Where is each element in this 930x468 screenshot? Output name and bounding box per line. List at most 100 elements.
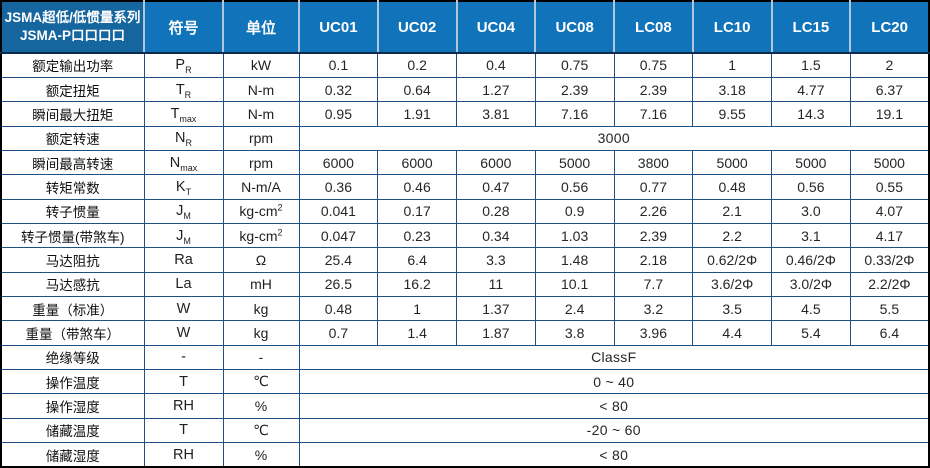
model-column-header-lc15: LC15 [770, 1, 851, 54]
symbol-base: - [181, 349, 186, 366]
spec-value: 25.4 [298, 247, 379, 273]
spec-value: 16.2 [377, 271, 457, 297]
spec-value: 6000 [377, 149, 457, 176]
row-unit: kg-cm2 [222, 198, 300, 224]
row-symbol: Ra [143, 247, 224, 273]
unit-base: kg [253, 324, 269, 341]
spec-value: 0.56 [771, 174, 851, 200]
row-label: 瞬间最高转速 [0, 149, 145, 176]
spec-value: 0.75 [613, 52, 694, 78]
row-unit: N-m [222, 76, 300, 103]
symbol-subscript: max [180, 162, 198, 173]
spec-value: 2 [849, 52, 930, 78]
symbol-subscript: M [183, 235, 191, 246]
series-title-line1: JSMA超低/低惯量系列 [4, 9, 141, 25]
row-unit: kg-cm2 [222, 222, 300, 249]
unit-superscript: 2 [277, 226, 283, 237]
unit-base: % [254, 397, 268, 414]
unit-base: N-m [247, 81, 275, 98]
spec-value: 3.6/2Φ [692, 271, 772, 297]
symbol-base: T [170, 105, 180, 122]
spec-value: 1.37 [456, 295, 536, 322]
symbol-base: T [175, 81, 185, 98]
spec-value: 10.1 [534, 271, 615, 297]
row-label: 额定扭矩 [0, 76, 145, 103]
unit-base: kg-cm [239, 227, 278, 244]
model-column-header-uc08: UC08 [534, 1, 614, 54]
spec-value: 0.4 [456, 52, 536, 78]
row-label: 储藏湿度 [0, 442, 145, 468]
row-unit: N-m/A [222, 174, 300, 200]
spec-value: 0.34 [456, 222, 536, 249]
spec-table-body: 额定输出功率 PR kW 0.1 0.2 0.4 0.75 0.75 1 1.5 2 额定扭矩 TR N-… [0, 52, 930, 468]
spec-value: 3.96 [613, 320, 694, 346]
symbol-base: J [176, 203, 184, 220]
table-row: 额定扭矩 TR N-m 0.32 0.64 1.27 2.39 2.39 3.18 4.77 6.3… [0, 76, 930, 103]
spec-value: 6000 [456, 149, 536, 176]
spec-value: 3.3 [456, 247, 536, 273]
symbol-base: RH [173, 397, 194, 414]
table-row: 转子惯量 JM kg-cm2 0.041 0.17 0.28 0.9 2.26 2.1 3.0 4.… [0, 198, 930, 224]
table-row: 额定转速 NR rpm 3000 [0, 125, 930, 151]
row-label: 转矩常数 [0, 174, 145, 200]
spec-value: 19.1 [849, 101, 930, 127]
spec-value: 0.7 [298, 320, 379, 346]
spec-value: 0.36 [298, 174, 379, 200]
symbol-base: N [169, 154, 181, 171]
model-column-header-lc08: LC08 [613, 1, 693, 54]
unit-base: rpm [248, 130, 274, 147]
spec-value: 1.03 [534, 222, 615, 249]
unit-base: Ω [255, 251, 267, 268]
unit-base: N-m/A [241, 178, 281, 195]
spec-value-merged: < 80 [298, 442, 930, 468]
table-row: 马达感抗 La mH 26.5 16.2 11 10.1 7.7 3.6/2Φ 3.0/2Φ 2.2… [0, 271, 930, 297]
spec-value: 2.18 [613, 247, 694, 273]
row-symbol: TR [143, 76, 224, 103]
row-symbol: JM [143, 198, 224, 224]
model-column-header-uc02: UC02 [376, 1, 457, 54]
spec-value: 6.37 [849, 76, 930, 103]
row-label: 重量（带煞车） [0, 320, 145, 346]
spec-value: 5000 [534, 149, 615, 176]
spec-value: 2.1 [692, 198, 772, 224]
unit-base: N-m [247, 105, 275, 122]
spec-value: 0.047 [298, 222, 379, 249]
spec-value: 2.2 [692, 222, 772, 249]
spec-value: 3.1 [771, 222, 851, 249]
spec-value: 4.07 [849, 198, 930, 224]
spec-value: 26.5 [298, 271, 379, 297]
unit-base: rpm [248, 154, 274, 171]
symbol-base: P [175, 57, 186, 74]
spec-value: 11 [456, 271, 536, 297]
symbol-subscript: R [185, 138, 192, 149]
spec-value-merged: 3000 [298, 125, 930, 151]
row-symbol: - [143, 344, 224, 370]
spec-value: 0.32 [298, 76, 379, 103]
spec-value-merged: < 80 [298, 393, 930, 419]
table-row: 马达阻抗 Ra Ω 25.4 6.4 3.3 1.48 2.18 0.62/2Φ 0.46/2Φ 0… [0, 247, 930, 273]
row-unit: mH [222, 271, 300, 297]
spec-value: 3.8 [534, 320, 615, 346]
row-unit: kW [222, 52, 300, 78]
spec-value: 4.4 [692, 320, 772, 346]
spec-value: 2.39 [613, 76, 694, 103]
row-unit: kg [222, 320, 300, 346]
table-row: 储藏温度 T ℃ -20 ~ 60 [0, 417, 930, 444]
symbol-base: T [179, 422, 188, 439]
row-label: 操作湿度 [0, 393, 145, 419]
spec-value: 5.4 [771, 320, 851, 346]
model-column-header-lc10: LC10 [691, 1, 772, 54]
row-label: 绝缘等级 [0, 344, 145, 370]
spec-value: 1 [377, 295, 457, 322]
spec-value: 0.64 [377, 76, 457, 103]
spec-value: 0.17 [377, 198, 457, 224]
spec-value-merged: ClassF [298, 344, 930, 370]
spec-value: 1.4 [377, 320, 457, 346]
row-label: 转子惯量(带煞车) [0, 222, 145, 249]
spec-value: 3.5 [692, 295, 772, 322]
spec-value: 2.39 [613, 222, 694, 249]
table-row: 操作温度 T ℃ 0 ~ 40 [0, 368, 930, 395]
spec-value: 2.2/2Φ [849, 271, 930, 297]
row-symbol: RH [143, 393, 224, 419]
